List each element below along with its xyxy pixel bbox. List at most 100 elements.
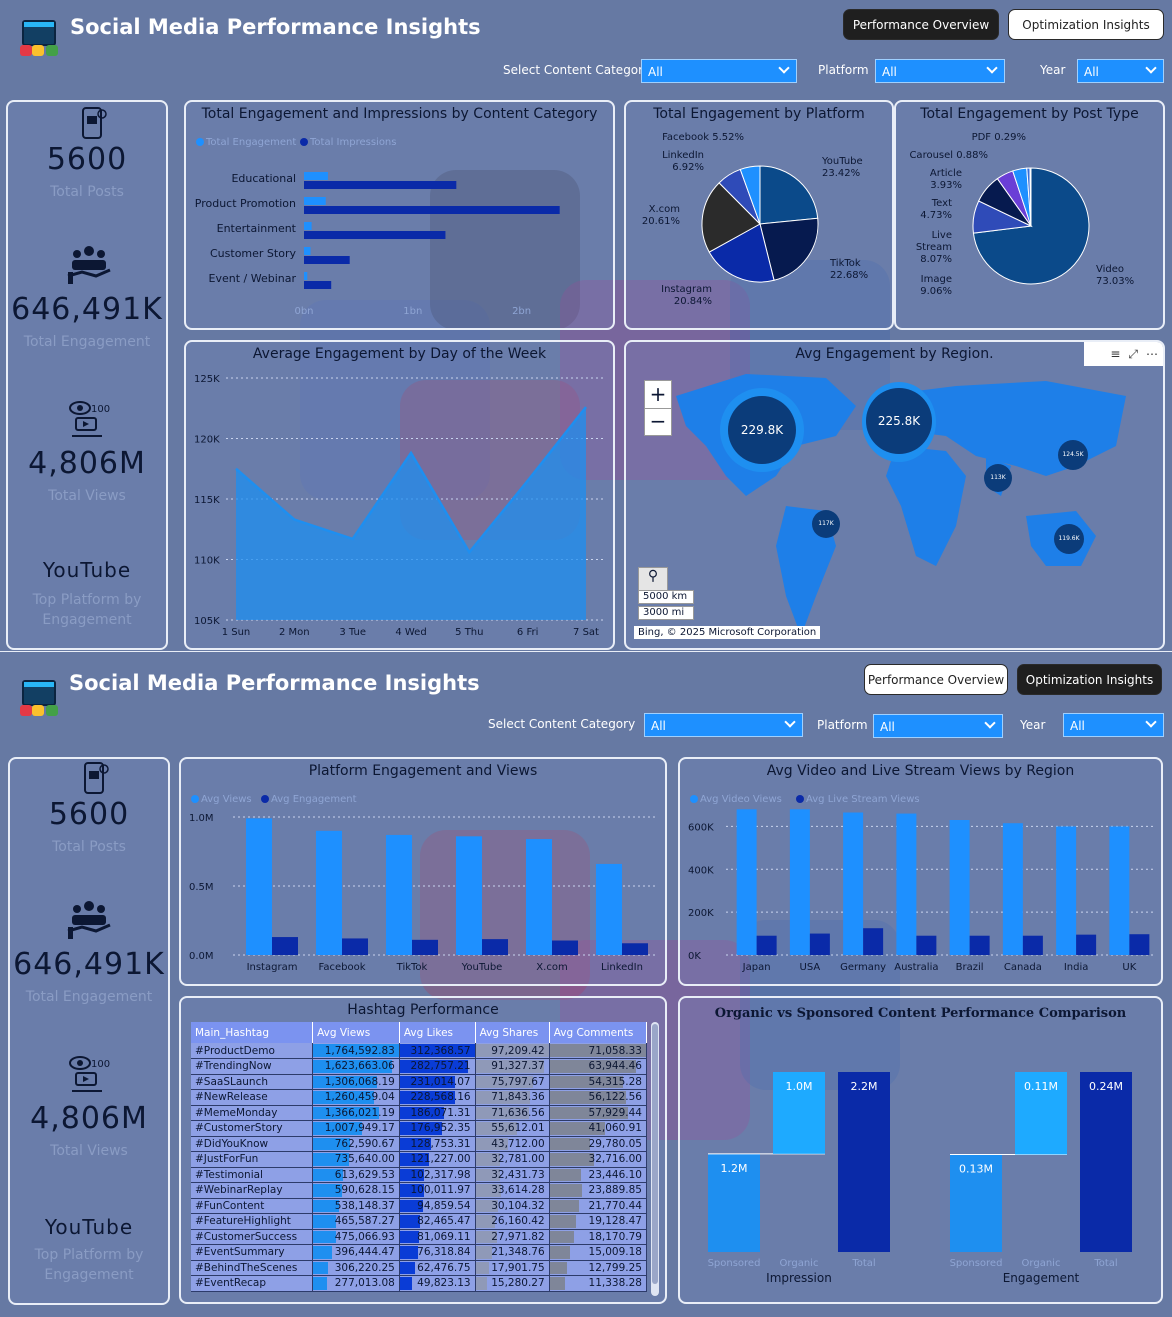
- platform-dropdown-2[interactable]: All: [873, 714, 1003, 738]
- more-options-icon[interactable]: ⋯: [1146, 347, 1158, 361]
- bar-series1: [843, 812, 864, 955]
- data-bar: [313, 1122, 363, 1135]
- group-label: Impression: [766, 1271, 832, 1285]
- pie-label: 22.68%: [830, 270, 868, 281]
- cell-text: 33,614.28: [491, 1184, 545, 1197]
- x-tick-label: X.com: [536, 962, 567, 973]
- table-row[interactable]: #ProductDemo 1,764,592.83 312,368.57 97,209…: [191, 1043, 648, 1059]
- cell-text: #NewRelease: [195, 1091, 268, 1104]
- map-bubble-5[interactable]: 117K: [812, 510, 840, 538]
- cell-text: 27,971.82: [491, 1230, 545, 1243]
- table-row[interactable]: #EventRecap 277,013.08 49,823.13 15,280.27 1…: [191, 1275, 648, 1292]
- table-row[interactable]: #FeatureHighlight 465,587.27 82,465.47 26,1…: [191, 1213, 648, 1230]
- map-bubble-3[interactable]: 124.5K: [1058, 440, 1088, 470]
- table-row[interactable]: #TrendingNow 1,623,663.06 282,757.21 91,327…: [191, 1058, 648, 1075]
- table-row[interactable]: #JustForFun 735,640.00 121,227.00 32,781.00…: [191, 1151, 648, 1168]
- data-bar: [549, 1137, 591, 1150]
- optimization-insights-button[interactable]: Optimization Insights: [1008, 9, 1164, 40]
- pie-label: Text: [931, 198, 952, 209]
- table-cell: #JustForFun: [191, 1151, 314, 1168]
- cell-text: 30,104.32: [491, 1199, 545, 1212]
- map-bubble-1[interactable]: 229.8K: [720, 388, 804, 472]
- table-cell: 231,014.07: [399, 1074, 476, 1090]
- pie-label: Video: [1096, 264, 1124, 275]
- performance-overview-button-2[interactable]: Performance Overview: [864, 664, 1008, 695]
- table-row[interactable]: #SaaSLaunch 1,306,068.19 231,014.07 75,797.…: [191, 1074, 648, 1090]
- table-row[interactable]: #CustomerStory 1,007,949.17 176,952.35 55,6…: [191, 1120, 648, 1137]
- x-tick-label: 3 Tue: [339, 627, 366, 638]
- column-header[interactable]: Avg Comments: [549, 1022, 648, 1043]
- category-chart-panel: Total Engagement and Impressions by Cont…: [184, 100, 615, 330]
- table-row[interactable]: #EventSummary 396,444.47 76,318.84 21,348.7…: [191, 1244, 648, 1261]
- waterfall-bar: [1080, 1072, 1132, 1252]
- cell-text: 49,823.13: [417, 1277, 471, 1290]
- column-header[interactable]: Avg Likes: [399, 1022, 476, 1043]
- performance-overview-button[interactable]: Performance Overview: [843, 9, 999, 40]
- chevron-down-icon: [986, 62, 998, 74]
- table-cell: 71,636.56: [475, 1105, 550, 1121]
- table-cell: 396,444.47: [312, 1244, 400, 1261]
- column-header[interactable]: Main_Hashtag: [191, 1022, 314, 1043]
- table-cell: 538,148.37: [312, 1198, 400, 1214]
- table-row[interactable]: #MemeMonday 1,366,021.19 186,071.31 71,636.…: [191, 1105, 648, 1121]
- map-scale-km: 5000 km: [638, 590, 694, 604]
- people-engagement-icon: [67, 901, 111, 939]
- zoom-in-button[interactable]: +: [645, 381, 671, 409]
- table-cell: 12,799.25: [549, 1260, 648, 1276]
- focus-mode-icon[interactable]: ⤢: [1128, 346, 1138, 361]
- table-row[interactable]: #WebinarReplay 590,628.15 100,011.97 33,614…: [191, 1182, 648, 1199]
- table-cell: 121,227.00: [399, 1151, 476, 1168]
- table-row[interactable]: #Testimonial 613,629.53 102,317.98 32,431.7…: [191, 1167, 648, 1183]
- svg-text:100: 100: [91, 404, 110, 415]
- column-header[interactable]: Avg Shares: [475, 1022, 550, 1043]
- data-bar: [475, 1137, 509, 1150]
- table-row[interactable]: #DidYouKnow 762,590.67 128,753.31 43,712.00…: [191, 1136, 648, 1152]
- kpi-top-platform-label: Top Platform by: [32, 592, 142, 608]
- table-cell: 33,614.28: [475, 1182, 550, 1199]
- cell-text: 56,122.56: [588, 1091, 642, 1104]
- facebook-background-icon: [300, 300, 490, 500]
- data-bar: [549, 1261, 568, 1274]
- table-cell: 63,944.46: [549, 1058, 648, 1075]
- data-bar: [549, 1153, 595, 1166]
- optimization-insights-button-2[interactable]: Optimization Insights: [1017, 664, 1162, 695]
- x-tick-label: Canada: [1004, 962, 1042, 973]
- year-dropdown[interactable]: All: [1077, 59, 1164, 83]
- bar-series2: [482, 939, 508, 955]
- platform-dropdown[interactable]: All: [875, 59, 1005, 83]
- table-scrollbar-thumb[interactable]: [652, 1024, 658, 1284]
- category-bar-chart: Total Engagement Total Impressions Educati…: [195, 137, 560, 317]
- category-label: Customer Story: [210, 247, 296, 260]
- chevron-down-icon: [778, 62, 790, 74]
- cell-text: 54,315.28: [588, 1075, 642, 1088]
- category-dropdown[interactable]: All: [641, 59, 797, 83]
- year-dropdown-2[interactable]: All: [1063, 713, 1164, 737]
- table-row[interactable]: #BehindTheScenes 306,220.25 62,476.75 17,90…: [191, 1260, 648, 1276]
- column-header[interactable]: Avg Views: [312, 1022, 400, 1043]
- category-chart-title: Total Engagement and Impressions by Cont…: [201, 106, 598, 122]
- bar-series1: [736, 809, 757, 955]
- table-cell: #CustomerStory: [191, 1120, 314, 1137]
- category-label: Event / Webinar: [209, 272, 297, 285]
- map-bubble-4[interactable]: 113K: [984, 464, 1012, 492]
- bar-series2: [1076, 934, 1097, 955]
- map-bubble-6[interactable]: 119.6K: [1054, 524, 1084, 554]
- table-row[interactable]: #FunContent 538,148.37 94,859.54 30,104.32 2…: [191, 1198, 648, 1214]
- category-dropdown-2[interactable]: All: [644, 713, 803, 737]
- table-scrollbar[interactable]: [651, 1022, 659, 1296]
- data-bar: [399, 1122, 443, 1135]
- table-cell: 282,757.21: [399, 1058, 476, 1075]
- cell-text: 41,060.91: [588, 1122, 642, 1135]
- map-location-icon[interactable]: ⚲: [638, 567, 668, 591]
- map-bubble-2[interactable]: 225.8K: [862, 382, 936, 462]
- legend-series1-label: Avg Views: [201, 794, 252, 805]
- filter-icon[interactable]: ≡: [1110, 347, 1121, 361]
- table-row[interactable]: #CustomerSuccess 475,066.93 81,069.11 27,97…: [191, 1229, 648, 1245]
- bar-series2: [863, 928, 884, 955]
- zoom-out-button[interactable]: −: [649, 409, 667, 433]
- table-row[interactable]: #NewRelease 1,260,459.04 228,568.16 71,843.…: [191, 1089, 648, 1106]
- table-cell: #SaaSLaunch: [191, 1074, 314, 1090]
- data-bar: [475, 1153, 501, 1166]
- table-cell: 1,366,021.19: [312, 1105, 400, 1121]
- bar-series2: [342, 938, 368, 955]
